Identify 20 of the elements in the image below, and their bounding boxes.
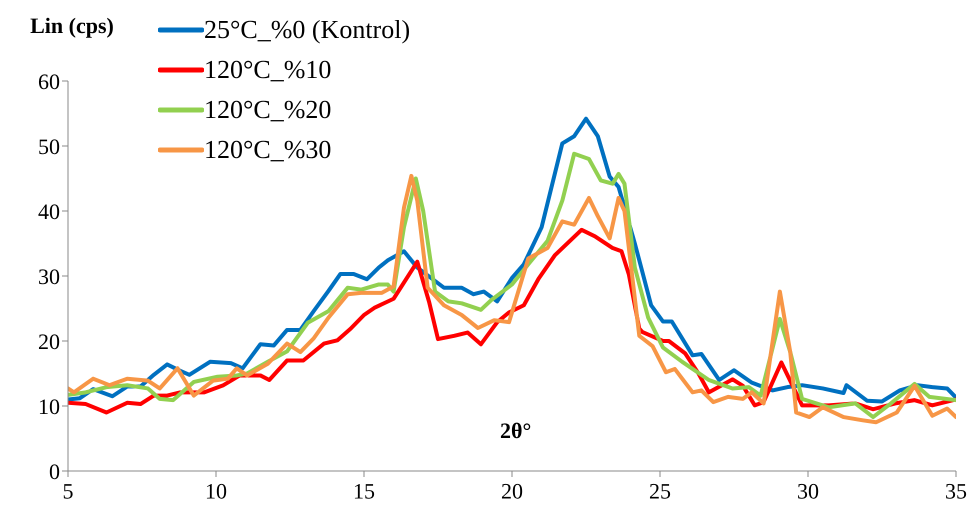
x-tick-label: 35: [945, 478, 967, 504]
legend-label: 120°C_%10: [204, 55, 332, 85]
x-tick-label: 15: [353, 478, 375, 504]
y-tick-label: 0: [49, 458, 60, 484]
x-tick-label: 30: [797, 478, 819, 504]
y-tick-label: 30: [38, 264, 60, 289]
x-axis-title: 2θ°: [500, 418, 532, 444]
y-tick-label: 40: [38, 198, 60, 224]
x-tick-label: 25: [649, 478, 671, 504]
y-tick-label: 50: [38, 134, 60, 159]
legend-label: 120°C_%30: [204, 135, 332, 165]
x-tick-label: 10: [205, 478, 227, 504]
x-tick-label: 5: [62, 478, 74, 504]
y-tick-label: 10: [38, 394, 60, 419]
y-axis-title: Lin (cps): [30, 13, 114, 38]
legend-label: 25°C_%0 (Kontrol): [204, 15, 410, 45]
legend-label: 120°C_%20: [204, 95, 332, 125]
x-tick-label: 20: [501, 478, 523, 504]
y-tick-label: 20: [38, 328, 60, 354]
y-tick-label: 60: [38, 68, 60, 94]
